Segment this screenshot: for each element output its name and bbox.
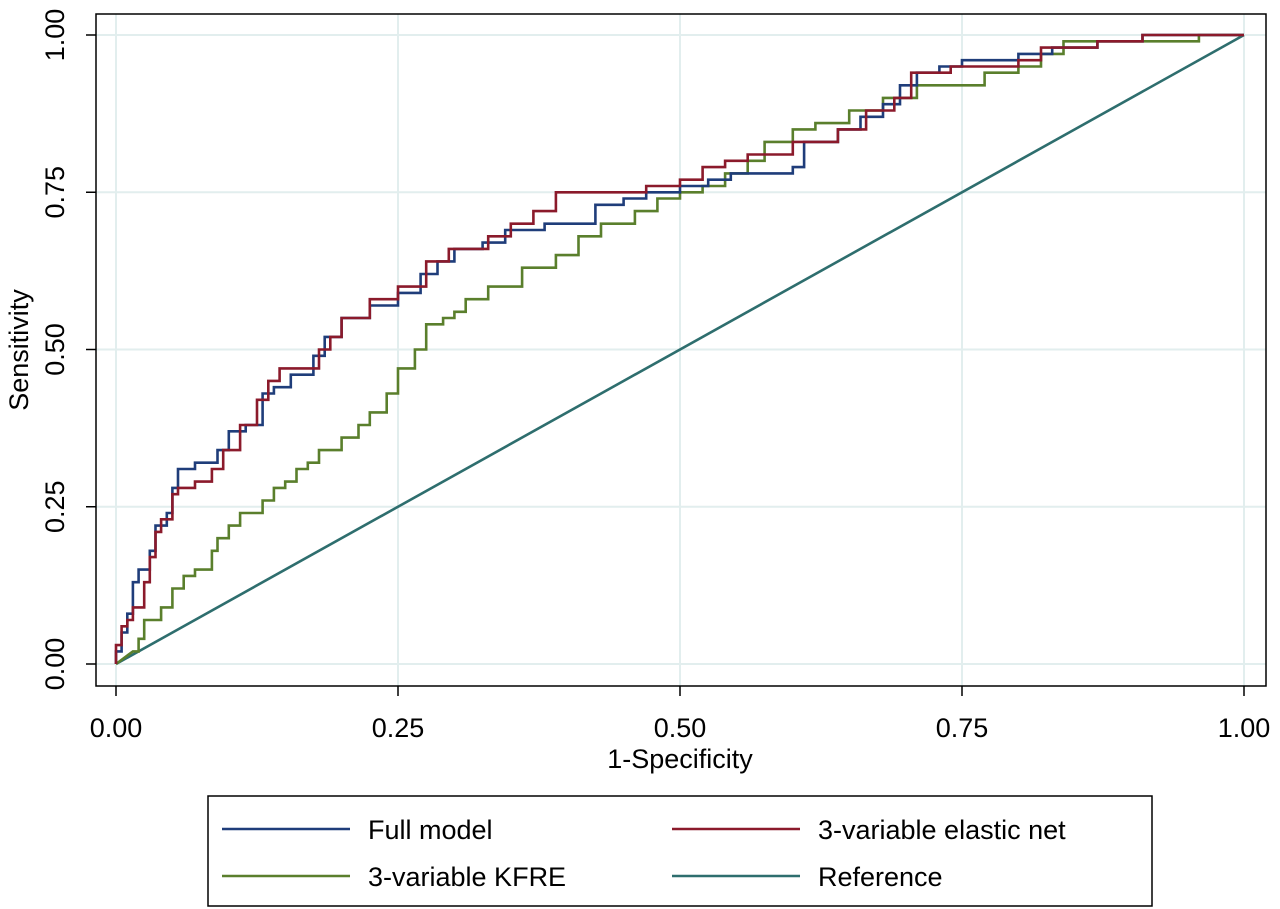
- y-tick-label: 1.00: [40, 9, 70, 62]
- y-axis-title: Sensitivity: [4, 289, 34, 411]
- y-tick-label: 0.75: [40, 166, 70, 219]
- y-tick-label: 0.00: [40, 638, 70, 691]
- y-axis-ticks: 0.00 0.25 0.50 0.75 1.00: [40, 9, 96, 691]
- y-tick-label: 0.25: [40, 480, 70, 533]
- series-line-3-variable-elastic-net: [114, 33, 1244, 664]
- x-tick-label: 0.75: [936, 713, 989, 743]
- legend-label-reference: Reference: [818, 862, 943, 892]
- series-lines: [114, 33, 1245, 666]
- x-axis-ticks: 0.00 0.25 0.50 0.75 1.00: [90, 686, 1271, 743]
- x-tick-label: 0.00: [90, 713, 143, 743]
- y-tick-label: 0.50: [40, 323, 70, 376]
- x-tick-label: 1.00: [1218, 713, 1271, 743]
- legend-label-3-variable-elastic-net: 3-variable elastic net: [818, 815, 1066, 845]
- x-tick-label: 0.50: [654, 713, 707, 743]
- legend-label-full-model: Full model: [368, 815, 493, 845]
- x-tick-label: 0.25: [372, 713, 425, 743]
- legend-box: [207, 795, 1153, 907]
- series-line-3-variable-kfre: [115, 33, 1244, 666]
- legend: Full model 3-variable elastic net 3-variab…: [207, 795, 1153, 907]
- legend-label-3-variable-kfre: 3-variable KFRE: [368, 862, 566, 892]
- x-axis-title: 1-Specificity: [607, 744, 753, 774]
- series-line-reference: [115, 33, 1245, 666]
